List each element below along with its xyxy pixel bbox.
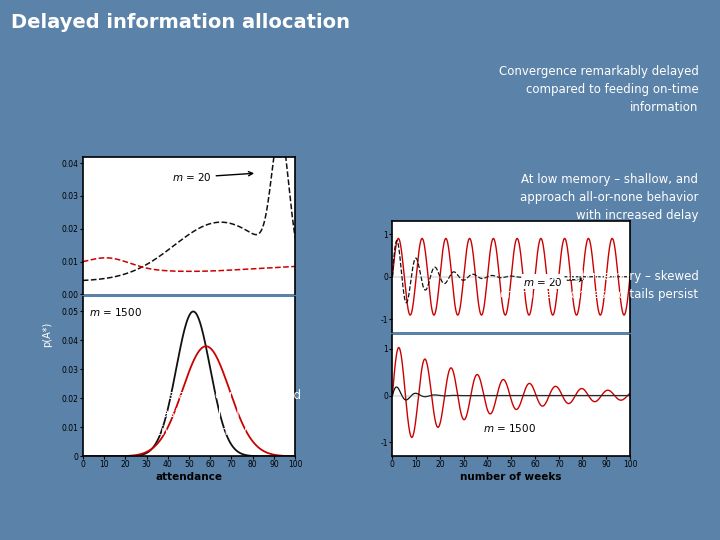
Text: Correlations are accentuated and
longer lasting at high delays
irrespective of m: Correlations are accentuated and longer … <box>102 389 301 438</box>
Text: $m$ = 20: $m$ = 20 <box>523 275 583 288</box>
Text: $m$ = 1500: $m$ = 1500 <box>89 306 143 318</box>
Text: $m$ = 20: $m$ = 20 <box>172 171 253 184</box>
Text: Convergence remarkably delayed
compared to feeding on-time
information: Convergence remarkably delayed compared … <box>498 65 698 114</box>
Text: Delayed information allocation: Delayed information allocation <box>11 14 350 32</box>
Text: At low memory – shallow, and
approach all-or-none behavior
with increased delay: At low memory – shallow, and approach al… <box>520 173 698 222</box>
Text: p(A*): p(A*) <box>42 322 52 347</box>
X-axis label: number of weeks: number of weeks <box>461 472 562 482</box>
Text: At high memory – skewed
character, congested tails persist: At high memory – skewed character, conge… <box>500 270 698 301</box>
Text: $m$ = 1500: $m$ = 1500 <box>482 422 536 434</box>
X-axis label: attendance: attendance <box>156 472 222 482</box>
